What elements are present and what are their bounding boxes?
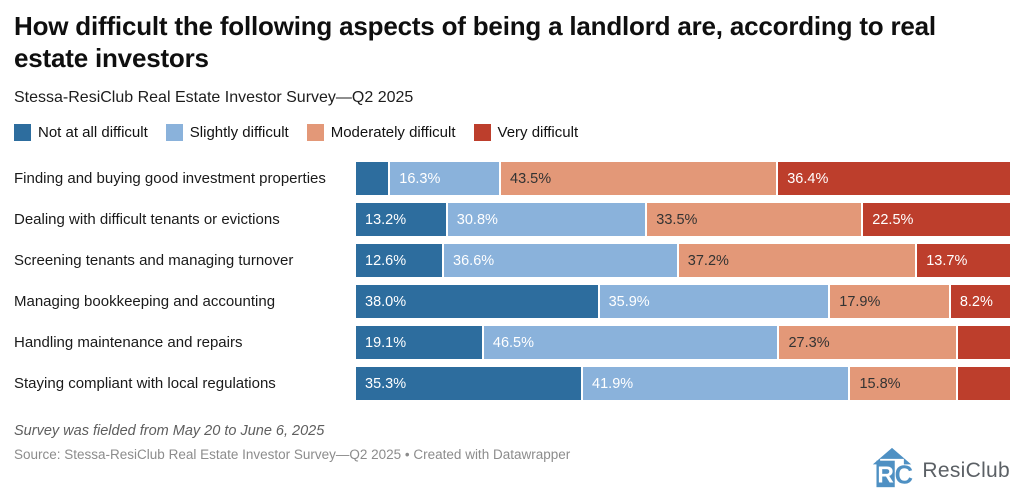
legend-item-very-difficult: Very difficult [473, 124, 579, 142]
legend-swatch [165, 124, 183, 142]
legend-swatch [14, 124, 31, 142]
bar-value-label: 13.2% [365, 211, 407, 228]
bar-value-label: 46.5% [492, 334, 535, 351]
category-label: Staying compliant with local regulations [14, 375, 276, 393]
bar-segment-slightly-difficult[interactable]: 36.6% [444, 244, 677, 278]
bar-segment-very-difficult[interactable]: 22.5% [863, 203, 1010, 237]
bar-segment-not-at-all-difficult[interactable] [356, 162, 389, 196]
svg-text:C: C [895, 462, 913, 489]
bar-segment-slightly-difficult[interactable]: 35.9% [599, 285, 829, 319]
bar-value-label: 12.6% [365, 252, 407, 269]
category-label: Managing bookkeeping and accounting [14, 293, 276, 311]
bar-segment-not-at-all-difficult[interactable]: 12.6% [356, 244, 443, 278]
bar-segment-very-difficult[interactable] [958, 367, 1010, 401]
category-label: Handling maintenance and repairs [14, 334, 243, 352]
resiclub-logo-icon: R C [870, 447, 914, 493]
bar-value-label: 15.8% [859, 375, 901, 392]
bar-value-label: 27.3% [788, 334, 830, 351]
bar-segment-slightly-difficult[interactable]: 30.8% [447, 203, 646, 237]
bar-value-label: 13.7% [926, 252, 968, 269]
category-label: Finding and buying good investment prope… [14, 170, 326, 188]
bar-value-label: 33.5% [656, 211, 698, 228]
bar-segment-moderately-difficult[interactable]: 27.3% [779, 326, 956, 360]
page-title: How difficult the following aspects of b… [14, 11, 936, 73]
bar-segment-very-difficult[interactable]: 36.4% [778, 162, 1010, 196]
bar-value-label: 36.4% [787, 170, 829, 187]
chart-row: Finding and buying good investment prope… [14, 162, 1010, 196]
legend-item-slightly-difficult: Slightly difficult [165, 124, 289, 142]
stacked-bar: 38.0% 35.9% 17.9% 8.2% [356, 285, 1010, 319]
bar-segment-slightly-difficult[interactable]: 41.9% [583, 367, 849, 401]
chart-row: Screening tenants and managing turnover 1… [14, 244, 1010, 278]
bar-segment-not-at-all-difficult[interactable]: 35.3% [356, 367, 582, 401]
chart-row: Dealing with difficult tenants or evicti… [14, 203, 1010, 237]
stacked-bar: 19.1% 46.5% 27.3% [356, 326, 1010, 360]
chart-row: Handling maintenance and repairs 19.1% 46.… [14, 326, 1010, 360]
chart-row: Staying compliant with local regulations… [14, 367, 1010, 401]
bar-value-label: 19.1% [365, 334, 407, 351]
category-label: Screening tenants and managing turnover [14, 252, 294, 270]
bar-segment-moderately-difficult[interactable]: 33.5% [647, 203, 862, 237]
chart-row: Managing bookkeeping and accounting 38.0%… [14, 285, 1010, 319]
bar-segment-slightly-difficult[interactable]: 16.3% [390, 162, 499, 196]
bar-segment-not-at-all-difficult[interactable]: 38.0% [356, 285, 598, 319]
bar-value-label: 36.6% [453, 252, 495, 269]
bar-value-label: 8.2% [959, 293, 993, 310]
chart: Finding and buying good investment prope… [14, 162, 1010, 401]
bar-segment-moderately-difficult[interactable]: 15.8% [850, 367, 957, 401]
bar-segment-very-difficult[interactable]: 13.7% [917, 244, 1010, 278]
bar-segment-very-difficult[interactable] [957, 326, 1010, 360]
legend-label: Slightly difficult [189, 124, 289, 142]
category-label: Dealing with difficult tenants or evicti… [14, 211, 280, 229]
resiclub-logo-text: ResiClub [922, 458, 1010, 482]
footer-source: Source: Stessa-ResiClub Real Estate Inve… [14, 447, 571, 463]
stacked-bar: 12.6% 36.6% 37.2% 13.7% [356, 244, 1010, 278]
bar-value-label: 41.9% [592, 375, 634, 392]
legend-item-moderately-difficult: Moderately difficult [306, 124, 456, 142]
bar-value-label: 16.3% [399, 170, 441, 187]
legend-label: Not at all difficult [38, 124, 148, 142]
bar-value-label: 35.3% [365, 375, 407, 392]
legend-item-not-at-all-difficult: Not at all difficult [14, 124, 148, 142]
bar-value-label: 38.0% [365, 293, 407, 310]
legend-swatch [473, 124, 491, 142]
bar-segment-very-difficult[interactable]: 8.2% [950, 285, 1010, 319]
legend: Not at all difficult Slightly difficult Mo… [14, 124, 1010, 142]
resiclub-logo: R C ResiClub [870, 447, 1010, 493]
chart-page: How difficult the following aspects of b… [0, 11, 1024, 462]
bar-value-label: 22.5% [872, 211, 914, 228]
bar-value-label: 30.8% [456, 211, 498, 228]
bar-segment-moderately-difficult[interactable]: 37.2% [678, 244, 916, 278]
bar-segment-moderately-difficult[interactable]: 43.5% [501, 162, 777, 196]
svg-text:R: R [878, 462, 894, 488]
bar-segment-not-at-all-difficult[interactable]: 13.2% [356, 203, 446, 237]
bar-segment-slightly-difficult[interactable]: 46.5% [483, 326, 778, 360]
bar-value-label: 37.2% [687, 252, 729, 269]
legend-label: Very difficult [497, 124, 579, 142]
bar-value-label: 35.9% [608, 293, 650, 310]
footer-note: Survey was fielded from May 20 to June 6… [14, 423, 325, 440]
bar-value-label: 43.5% [510, 170, 552, 187]
bar-value-label: 17.9% [839, 293, 881, 310]
stacked-bar: 16.3% 43.5% 36.4% [356, 162, 1010, 196]
bar-segment-not-at-all-difficult[interactable]: 19.1% [356, 326, 482, 360]
bar-segment-moderately-difficult[interactable]: 17.9% [830, 285, 949, 319]
stacked-bar: 13.2% 30.8% 33.5% 22.5% [356, 203, 1010, 237]
chart-subtitle: Stessa-ResiClub Real Estate Investor Sur… [14, 89, 414, 107]
stacked-bar: 35.3% 41.9% 15.8% [356, 367, 1010, 401]
legend-label: Moderately difficult [330, 124, 456, 142]
footer: Survey was fielded from May 20 to June 6… [14, 423, 1010, 462]
legend-swatch [306, 124, 324, 142]
